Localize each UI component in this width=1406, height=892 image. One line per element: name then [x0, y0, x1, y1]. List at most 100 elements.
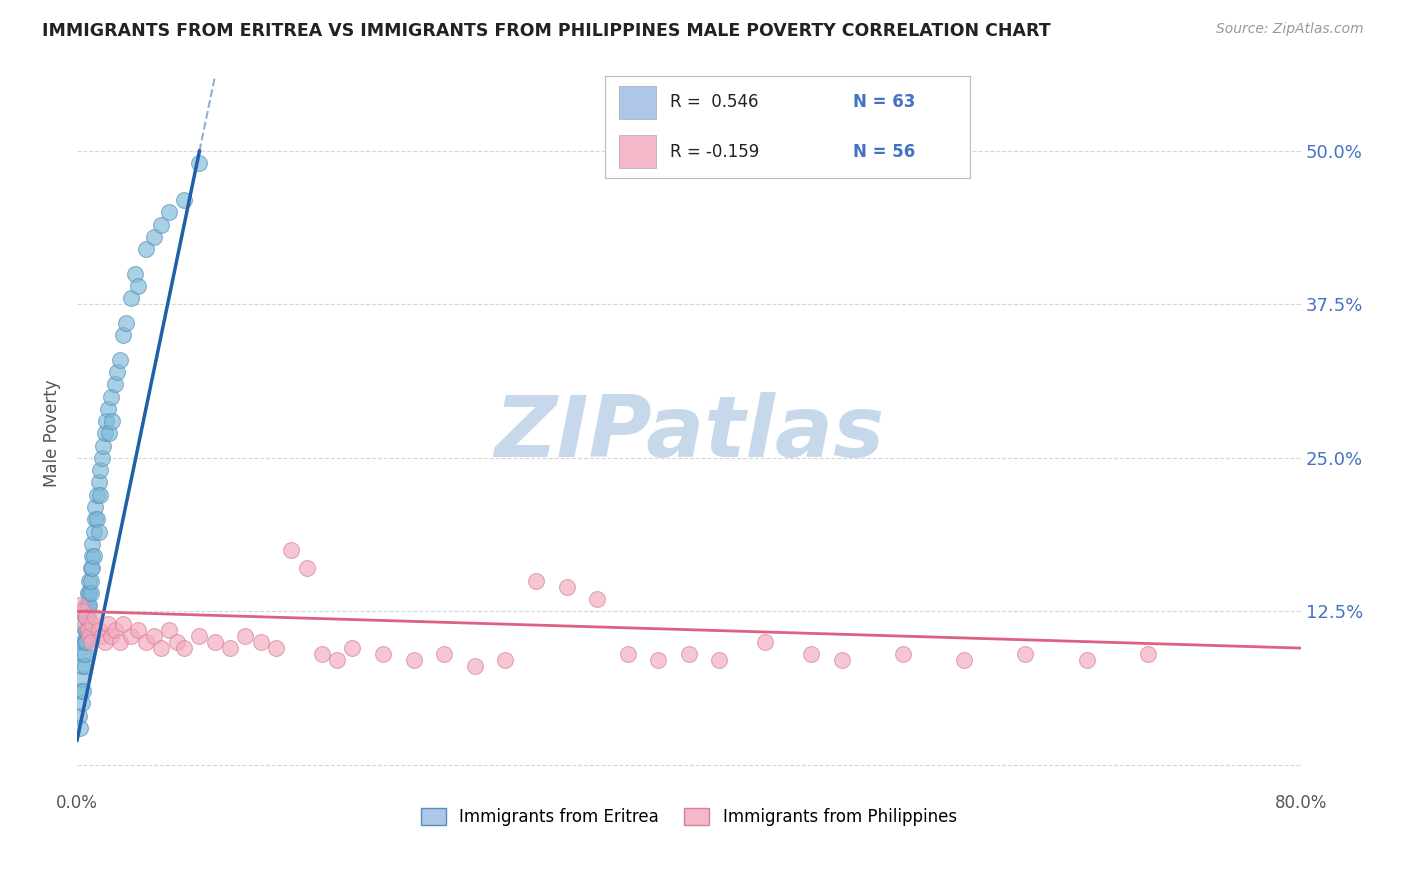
Point — [111, 616, 134, 631]
Point — [433, 647, 456, 661]
Point — [100, 629, 122, 643]
Bar — [619, 136, 655, 168]
Point — [82, 549, 104, 563]
Point — [83, 524, 105, 539]
Point — [83, 549, 105, 563]
Point — [84, 610, 107, 624]
Point — [1014, 647, 1036, 661]
Bar — [619, 87, 655, 119]
Point — [295, 561, 318, 575]
Point — [87, 623, 110, 637]
Point — [80, 586, 103, 600]
Point — [87, 524, 110, 539]
Point — [100, 390, 122, 404]
Point — [80, 635, 103, 649]
Point — [79, 629, 101, 643]
Point — [72, 635, 94, 649]
Point — [188, 156, 211, 170]
Point — [93, 635, 115, 649]
Point — [69, 684, 91, 698]
Point — [120, 291, 142, 305]
Point — [135, 242, 157, 256]
Point — [79, 574, 101, 588]
Point — [754, 635, 776, 649]
Point — [89, 463, 111, 477]
Point — [108, 352, 131, 367]
Point — [82, 537, 104, 551]
Point — [142, 230, 165, 244]
Point — [1136, 647, 1159, 661]
Point — [204, 635, 226, 649]
Point — [90, 450, 112, 465]
Point — [108, 635, 131, 649]
Text: N = 56: N = 56 — [853, 143, 915, 161]
Point — [84, 500, 107, 514]
Point — [157, 205, 180, 219]
Point — [555, 580, 578, 594]
Point — [111, 328, 134, 343]
Point — [69, 598, 91, 612]
Point — [831, 653, 853, 667]
Point — [115, 316, 138, 330]
Point — [80, 574, 103, 588]
Point — [80, 561, 103, 575]
Point — [402, 653, 425, 667]
Point — [188, 629, 211, 643]
Point — [73, 623, 96, 637]
Point — [524, 574, 547, 588]
Point — [79, 598, 101, 612]
Point — [73, 647, 96, 661]
Point — [233, 629, 256, 643]
Text: R =  0.546: R = 0.546 — [671, 94, 759, 112]
Text: N = 63: N = 63 — [853, 94, 915, 112]
Point — [76, 598, 98, 612]
Text: IMMIGRANTS FROM ERITREA VS IMMIGRANTS FROM PHILIPPINES MALE POVERTY CORRELATION : IMMIGRANTS FROM ERITREA VS IMMIGRANTS FR… — [42, 22, 1050, 40]
Point — [127, 623, 149, 637]
Point — [94, 414, 117, 428]
Point — [709, 653, 731, 667]
Point — [326, 653, 349, 667]
Point — [76, 623, 98, 637]
Point — [371, 647, 394, 661]
Point — [135, 635, 157, 649]
Point — [120, 629, 142, 643]
Point — [97, 401, 120, 416]
Point — [86, 512, 108, 526]
Point — [104, 377, 127, 392]
Point — [72, 647, 94, 661]
Point — [105, 365, 128, 379]
Point — [586, 592, 609, 607]
Point — [891, 647, 914, 661]
Text: ZIPatlas: ZIPatlas — [494, 392, 884, 475]
Point — [76, 586, 98, 600]
Point — [1076, 653, 1098, 667]
Point — [75, 623, 97, 637]
Point — [75, 610, 97, 624]
Point — [75, 635, 97, 649]
Text: R = -0.159: R = -0.159 — [671, 143, 759, 161]
Point — [104, 623, 127, 637]
Point — [173, 641, 195, 656]
Point — [75, 610, 97, 624]
Point — [73, 635, 96, 649]
Point — [73, 610, 96, 624]
Point — [616, 647, 638, 661]
Point — [280, 542, 302, 557]
Point — [97, 616, 120, 631]
Point — [464, 659, 486, 673]
Point — [90, 629, 112, 643]
Point — [124, 267, 146, 281]
Point — [86, 488, 108, 502]
Point — [166, 635, 188, 649]
Point — [93, 426, 115, 441]
Point — [173, 193, 195, 207]
Point — [69, 721, 91, 735]
Point — [142, 629, 165, 643]
Point — [72, 604, 94, 618]
Point — [311, 647, 333, 661]
Y-axis label: Male Poverty: Male Poverty — [44, 379, 60, 487]
Point — [800, 647, 823, 661]
Point — [249, 635, 271, 649]
Point — [89, 488, 111, 502]
Legend: Immigrants from Eritrea, Immigrants from Philippines: Immigrants from Eritrea, Immigrants from… — [413, 799, 965, 834]
